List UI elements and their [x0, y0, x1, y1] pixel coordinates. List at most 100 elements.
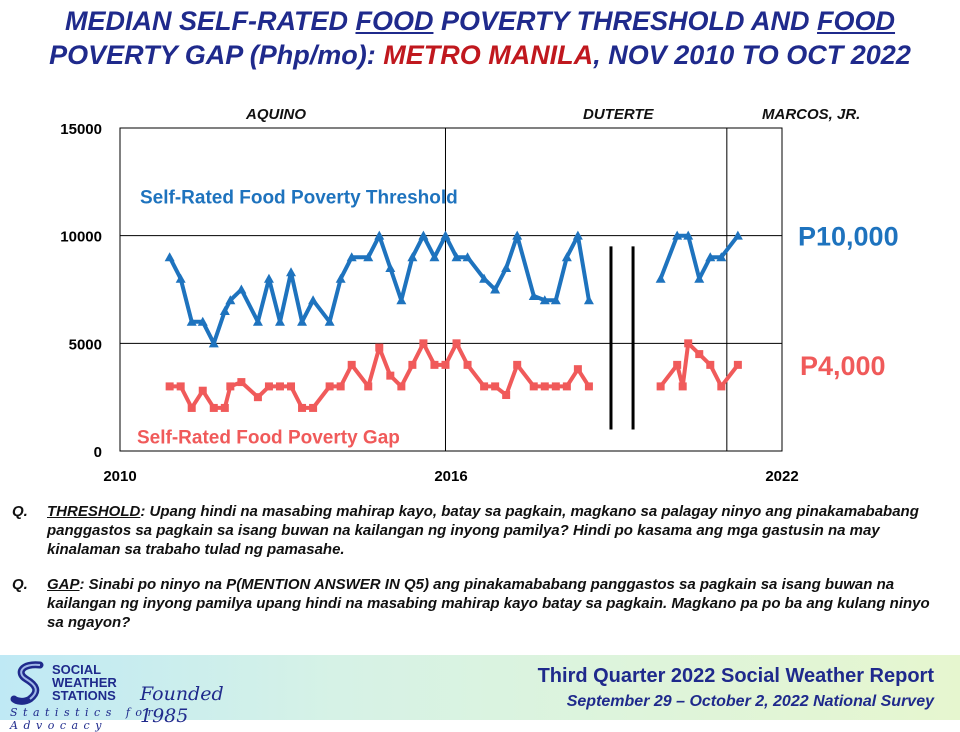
- y-tick-label: 10000: [60, 229, 102, 246]
- x-tick-label: 2010: [103, 468, 136, 485]
- data-point: [208, 338, 219, 348]
- title-text-4: , NOV 2010 TO OCT 2022: [593, 40, 911, 70]
- data-point: [164, 252, 175, 262]
- data-point: [694, 273, 705, 283]
- data-point: [264, 382, 273, 391]
- data-point: [451, 252, 462, 262]
- data-point: [561, 252, 572, 262]
- y-tick-label: 0: [94, 444, 102, 461]
- data-point: [429, 252, 440, 262]
- sws-logo: SOCIAL WEATHER STATIONS Founded 1985 Sta…: [10, 661, 260, 732]
- data-point: [275, 382, 284, 391]
- data-point: [705, 252, 716, 262]
- data-point: [441, 360, 450, 369]
- data-point: [286, 267, 297, 277]
- report-title: Third Quarter 2022 Social Weather Report: [537, 665, 934, 687]
- org-line-3: STATIONS: [52, 688, 116, 703]
- data-point: [684, 339, 693, 348]
- data-point: [197, 316, 208, 326]
- data-point: [252, 316, 263, 326]
- data-point: [418, 230, 429, 240]
- question-body: GAP: Sinabi po ninyo na P(MENTION ANSWER…: [47, 575, 947, 632]
- data-point: [656, 382, 665, 391]
- data-point: [324, 316, 335, 326]
- x-tick-label: 2022: [765, 468, 798, 485]
- data-point: [480, 382, 489, 391]
- data-point: [513, 360, 522, 369]
- data-point: [274, 316, 285, 326]
- era-label-marcos: MARCOS, JR.: [762, 106, 861, 123]
- data-point: [176, 382, 185, 391]
- data-point: [175, 273, 186, 283]
- data-point: [298, 403, 307, 412]
- survey-dates: September 29 – October 2, 2022 National …: [566, 693, 934, 710]
- data-point: [309, 403, 318, 412]
- question-text: : Sinabi po ninyo na P(MENTION ANSWER IN…: [47, 576, 930, 631]
- title-place: METRO MANILA: [383, 40, 594, 70]
- series-line: [658, 233, 740, 281]
- data-point: [347, 360, 356, 369]
- data-point: [479, 273, 490, 283]
- data-point: [385, 262, 396, 272]
- data-point: [502, 391, 511, 400]
- data-point: [430, 360, 439, 369]
- data-point: [462, 252, 473, 262]
- data-point: [655, 273, 666, 283]
- data-point: [550, 295, 561, 305]
- data-point: [363, 252, 374, 262]
- sws-s-icon: [10, 661, 44, 705]
- data-point: [732, 230, 743, 240]
- end-label-gap: P4,000: [800, 351, 886, 381]
- series-line: [167, 233, 591, 346]
- question-label: Q.: [12, 576, 28, 593]
- data-point: [672, 230, 683, 240]
- data-point: [733, 360, 742, 369]
- data-point: [706, 360, 715, 369]
- data-point: [374, 230, 385, 240]
- title-food-2: FOOD: [817, 6, 896, 36]
- title-line-2: POVERTY GAP (Php/mo): METRO MANILA, NOV …: [0, 38, 960, 72]
- data-point: [408, 360, 417, 369]
- data-point: [529, 382, 538, 391]
- data-point: [226, 382, 235, 391]
- data-point: [501, 262, 512, 272]
- data-point: [308, 295, 319, 305]
- data-point: [551, 382, 560, 391]
- title-food-1: FOOD: [355, 6, 434, 36]
- data-point: [683, 230, 694, 240]
- data-point: [364, 382, 373, 391]
- data-point: [463, 360, 472, 369]
- era-label-duterte: DUTERTE: [583, 106, 654, 123]
- data-point: [584, 382, 593, 391]
- data-point: [562, 382, 571, 391]
- question-body: THRESHOLD: Upang hindi na masabing mahir…: [47, 502, 947, 559]
- org-line-2: WEATHER: [52, 675, 117, 690]
- data-point: [528, 290, 539, 300]
- data-point: [673, 360, 682, 369]
- page-title: MEDIAN SELF-RATED FOOD POVERTY THRESHOLD…: [0, 4, 960, 72]
- question-key: THRESHOLD: [47, 503, 141, 520]
- data-point: [407, 252, 418, 262]
- series-line: [659, 341, 740, 389]
- data-point: [396, 295, 407, 305]
- data-point: [287, 382, 296, 391]
- data-point: [236, 284, 247, 294]
- tagline: Statistics for Advocacy: [10, 706, 159, 732]
- data-point: [187, 403, 196, 412]
- data-point: [198, 386, 207, 395]
- series-line: [169, 341, 591, 410]
- y-tick-label: 5000: [69, 336, 102, 353]
- data-point: [572, 230, 583, 240]
- title-line-1: MEDIAN SELF-RATED FOOD POVERTY THRESHOLD…: [0, 4, 960, 38]
- data-point: [716, 252, 727, 262]
- data-point: [346, 252, 357, 262]
- data-point: [209, 403, 218, 412]
- title-text-1: MEDIAN SELF-RATED: [64, 6, 356, 36]
- question-gap: Q. GAP: Sinabi po ninyo na P(MENTION ANS…: [12, 575, 947, 632]
- end-label-threshold: P10,000: [798, 222, 899, 252]
- data-point: [237, 378, 246, 387]
- data-point: [491, 382, 500, 391]
- data-point: [440, 230, 451, 240]
- sws-logo-words: SOCIAL WEATHER STATIONS: [52, 663, 117, 702]
